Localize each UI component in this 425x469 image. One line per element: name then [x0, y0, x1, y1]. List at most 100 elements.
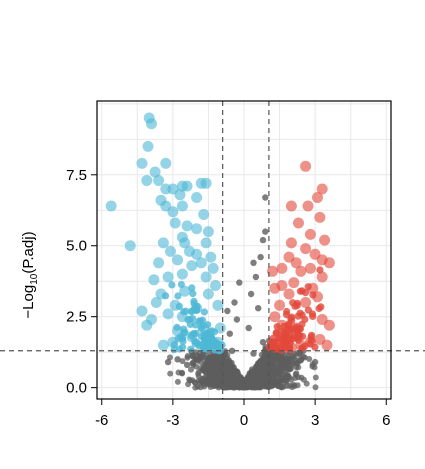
- data-point-ns: [231, 299, 238, 306]
- data-point: [292, 357, 299, 364]
- data-point-up: [321, 339, 333, 351]
- data-point-up: [288, 277, 300, 289]
- data-point-up: [269, 311, 281, 323]
- data-point: [277, 375, 284, 382]
- data-point-up: [312, 192, 323, 203]
- data-point-up: [312, 291, 323, 303]
- data-point: [179, 358, 186, 365]
- data-point-ns: [271, 364, 278, 371]
- data-point-up: [300, 297, 312, 308]
- down-points-layer: [105, 112, 226, 355]
- data-point: [293, 299, 301, 307]
- data-point-down: [205, 339, 217, 351]
- data-point-down: [153, 257, 165, 269]
- data-point-up: [285, 342, 297, 354]
- data-point-down: [198, 322, 210, 334]
- data-point: [303, 380, 310, 387]
- data-point: [294, 312, 302, 320]
- data-point-up: [267, 265, 278, 277]
- x-tick-label: 0: [240, 412, 248, 429]
- data-point-ns: [226, 330, 233, 337]
- data-point-down: [172, 325, 184, 337]
- data-point-up: [295, 265, 307, 277]
- data-point-down: [105, 200, 117, 212]
- axis-layer: -6 -3 0 3 6 0.0 2.5 5.0 7.5: [66, 167, 390, 429]
- data-point-down: [179, 237, 191, 249]
- data-point-up: [323, 319, 335, 331]
- x-tick-label: -6: [95, 412, 108, 429]
- data-point-ns: [224, 307, 231, 315]
- data-point-up: [316, 183, 328, 195]
- data-point: [276, 370, 283, 377]
- data-point-ns: [212, 353, 219, 360]
- data-point-down: [205, 251, 217, 263]
- data-point-down: [181, 220, 193, 232]
- data-point: [288, 313, 296, 321]
- data-point-down: [142, 140, 154, 152]
- data-point: [209, 368, 216, 374]
- data-point-down: [176, 200, 188, 212]
- data-point-up: [285, 200, 297, 212]
- data-point-down: [136, 157, 148, 169]
- data-point: [184, 354, 191, 361]
- data-point: [294, 350, 301, 357]
- data-point-ns: [236, 279, 243, 286]
- data-point-ns: [174, 356, 181, 363]
- data-point: [204, 370, 211, 377]
- data-point-ns: [245, 324, 252, 332]
- data-point: [207, 378, 214, 385]
- data-point-down: [198, 209, 210, 220]
- data-point-ns: [285, 361, 293, 369]
- data-point: [195, 377, 202, 384]
- data-point: [189, 359, 196, 366]
- data-point: [283, 377, 290, 384]
- data-point: [203, 331, 211, 339]
- data-point: [280, 367, 287, 374]
- data-point-up: [295, 339, 307, 351]
- data-point-up: [293, 217, 304, 229]
- data-point-down: [165, 245, 176, 257]
- data-point: [284, 327, 292, 335]
- data-point: [200, 308, 208, 316]
- data-point-down: [186, 260, 198, 272]
- y-tick-label: 5.0: [66, 238, 87, 255]
- data-point-down: [200, 237, 212, 249]
- data-point: [276, 344, 284, 352]
- data-point-ns: [247, 290, 255, 298]
- data-point-ns: [262, 194, 269, 201]
- data-point: [263, 375, 270, 382]
- data-point: [223, 358, 230, 365]
- data-point-ns: [164, 358, 172, 366]
- data-point: [250, 376, 257, 383]
- data-point: [285, 355, 292, 362]
- data-point: [312, 374, 319, 381]
- data-point-ns: [259, 339, 267, 346]
- data-point: [179, 369, 185, 376]
- data-point-down: [162, 308, 174, 320]
- data-point: [270, 352, 277, 359]
- data-point: [211, 362, 218, 369]
- data-point-up: [304, 262, 316, 274]
- data-point-up: [269, 282, 281, 294]
- data-point-down: [214, 322, 226, 334]
- data-point: [198, 316, 207, 324]
- data-point: [214, 378, 220, 385]
- data-point-ns: [183, 361, 191, 369]
- y-tick-label: 0.0: [66, 380, 87, 397]
- data-point-ns: [252, 273, 260, 281]
- threshold-lines: [0, 101, 425, 399]
- data-point-up: [319, 234, 331, 246]
- data-point: [308, 310, 317, 318]
- data-point: [258, 378, 265, 385]
- x-tick-label: 6: [382, 412, 390, 429]
- data-point-up: [276, 262, 288, 274]
- data-point: [294, 382, 301, 389]
- data-point: [266, 341, 274, 349]
- data-point-ns: [193, 356, 200, 363]
- grid-layer: [97, 101, 391, 399]
- data-point: [256, 364, 263, 371]
- data-point-down: [176, 311, 188, 323]
- data-point-down: [153, 175, 165, 186]
- data-point-ns: [228, 347, 236, 354]
